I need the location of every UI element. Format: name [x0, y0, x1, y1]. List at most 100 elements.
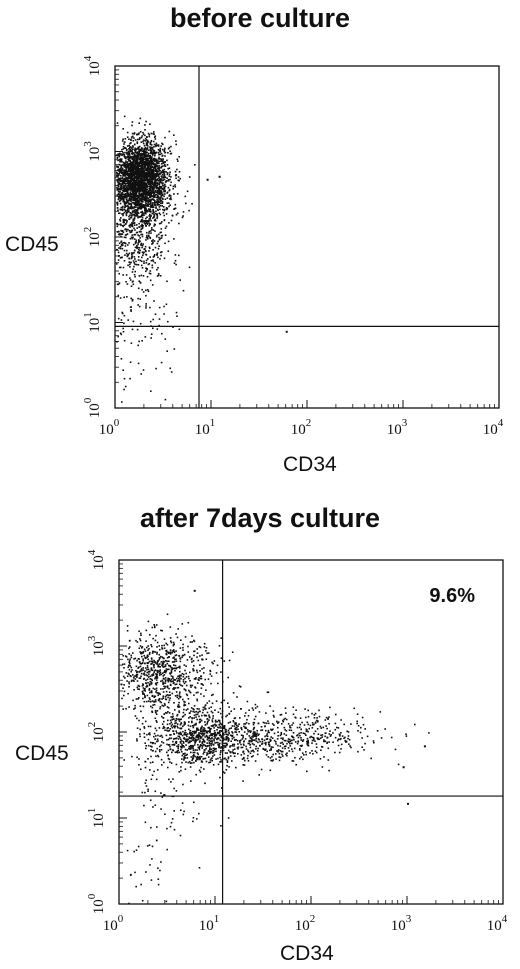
chart-2-event-dot [193, 730, 195, 733]
chart-2-event-dot [219, 761, 221, 763]
chart-2-event-dot [222, 680, 224, 683]
chart-2-event-dot [189, 737, 192, 739]
chart-1-event-dot [167, 240, 170, 243]
chart-2-event-dot [144, 766, 147, 769]
chart-1-event-dot [154, 176, 156, 178]
chart-2-event-dot [177, 732, 180, 735]
chart-2-event-dot [177, 745, 180, 748]
chart-2-event-dot [271, 760, 274, 762]
chart-1-y-tick-label: 102 [82, 227, 103, 248]
chart-1-event-dot [169, 204, 171, 206]
chart-1-event-dot [140, 243, 142, 246]
chart-1-event-dot [131, 121, 134, 123]
chart-2-event-dot [185, 732, 187, 734]
chart-2-event-dot [266, 691, 269, 694]
chart-2-event-dot [240, 746, 243, 749]
chart-2-event-dot [162, 657, 165, 660]
chart-2-event-dot [236, 726, 238, 729]
chart-1-event-dot [141, 166, 144, 168]
chart-2-event-dot [251, 735, 253, 738]
chart-2-event-dot [130, 654, 132, 657]
chart-2-event-dot [149, 678, 151, 680]
chart-1-event-dot [145, 159, 148, 162]
chart-2-event-dot [186, 738, 189, 741]
chart-2-event-dot [169, 653, 172, 655]
chart-1-event-dot [149, 270, 152, 272]
chart-1-event-dot [173, 193, 175, 195]
chart-2-event-dot [136, 680, 139, 682]
chart-2-y-axis-label: CD45 [15, 742, 69, 765]
chart-2-event-dot [123, 663, 126, 665]
chart-1-event-dot [142, 163, 145, 165]
chart-1-event-dot [137, 234, 139, 236]
chart-2-event-dot [181, 716, 184, 718]
chart-2-event-dot [182, 730, 184, 733]
chart-2-event-dot [218, 719, 221, 722]
chart-2-event-dot [160, 680, 162, 683]
chart-1-event-dot [119, 212, 121, 214]
chart-1-event-dot [129, 279, 132, 281]
chart-1-event-dot [147, 170, 149, 173]
chart-2-event-dot [217, 741, 219, 744]
chart-1-event-dot [151, 240, 153, 242]
chart-2-event-dot [202, 729, 204, 731]
chart-1-event-dot [133, 194, 136, 197]
chart-1-event-dot [116, 156, 119, 158]
chart-1-event-dot [153, 214, 155, 216]
chart-1-event-dot [137, 146, 139, 149]
chart-1-event-dot [179, 279, 181, 281]
chart-1-event-dot [161, 179, 164, 182]
chart-1-event-dot [139, 197, 142, 199]
chart-2-event-dot [169, 697, 171, 699]
chart-2-event-dot [184, 748, 187, 751]
chart-2-event-dot [145, 779, 147, 782]
chart-1-event-dot [158, 306, 161, 309]
chart-1-event-dot [149, 193, 151, 195]
chart-2-event-dot [197, 678, 199, 681]
chart-2-event-dot [220, 701, 223, 704]
chart-2-event-dot [147, 676, 150, 678]
chart-2-event-dot [166, 613, 169, 616]
chart-1-event-dot [151, 150, 153, 152]
chart-1-event-dot [130, 200, 132, 203]
chart-1-event-dot [138, 251, 141, 254]
chart-1-event-dot [126, 182, 129, 185]
chart-1-event-dot [127, 319, 129, 321]
chart-1-event-dot [144, 193, 146, 196]
chart-1-event-dot [138, 165, 140, 167]
chart-1-event-dot [163, 195, 165, 197]
chart-2-event-dot [208, 726, 210, 729]
chart-2-y-tick-label: 100 [86, 893, 107, 914]
chart-2-event-dot [203, 667, 205, 669]
chart-1-event-dot [142, 140, 144, 143]
chart-2-event-dot [138, 666, 140, 669]
chart-1-event-dot [160, 193, 163, 195]
chart-1-event-dot [146, 176, 148, 178]
chart-1-event-dot [123, 211, 126, 214]
chart-2-event-dot [217, 719, 220, 722]
chart-2-event-dot [174, 654, 177, 657]
chart-1-event-dot [131, 150, 133, 152]
chart-1-event-dot [160, 188, 163, 190]
chart-2-event-dot [143, 726, 145, 728]
chart-1-event-dot [138, 305, 141, 308]
chart-1-event-dot [122, 175, 124, 177]
chart-2-event-dot [205, 747, 207, 750]
chart-1-event-dot [185, 202, 187, 205]
chart-1-event-dot [136, 231, 139, 234]
chart-1-event-dot [156, 193, 158, 196]
chart-2-event-dot [138, 719, 140, 722]
chart-1-event-dot [135, 193, 138, 195]
chart-1-event-dot [116, 223, 118, 225]
chart-2-event-dot [212, 764, 215, 766]
chart-1-event-dot [164, 155, 166, 157]
chart-2-event-dot [163, 761, 165, 764]
chart-1-event-dot [163, 187, 166, 190]
chart-1-event-dot [123, 154, 126, 156]
chart-2-event-dot [143, 736, 146, 738]
chart-1-event-dot [156, 186, 159, 189]
chart-1-event-dot [149, 160, 151, 163]
chart-1-event-dot [143, 167, 145, 169]
chart-1-event-dot [170, 181, 172, 184]
chart-2-event-dot [184, 704, 187, 706]
